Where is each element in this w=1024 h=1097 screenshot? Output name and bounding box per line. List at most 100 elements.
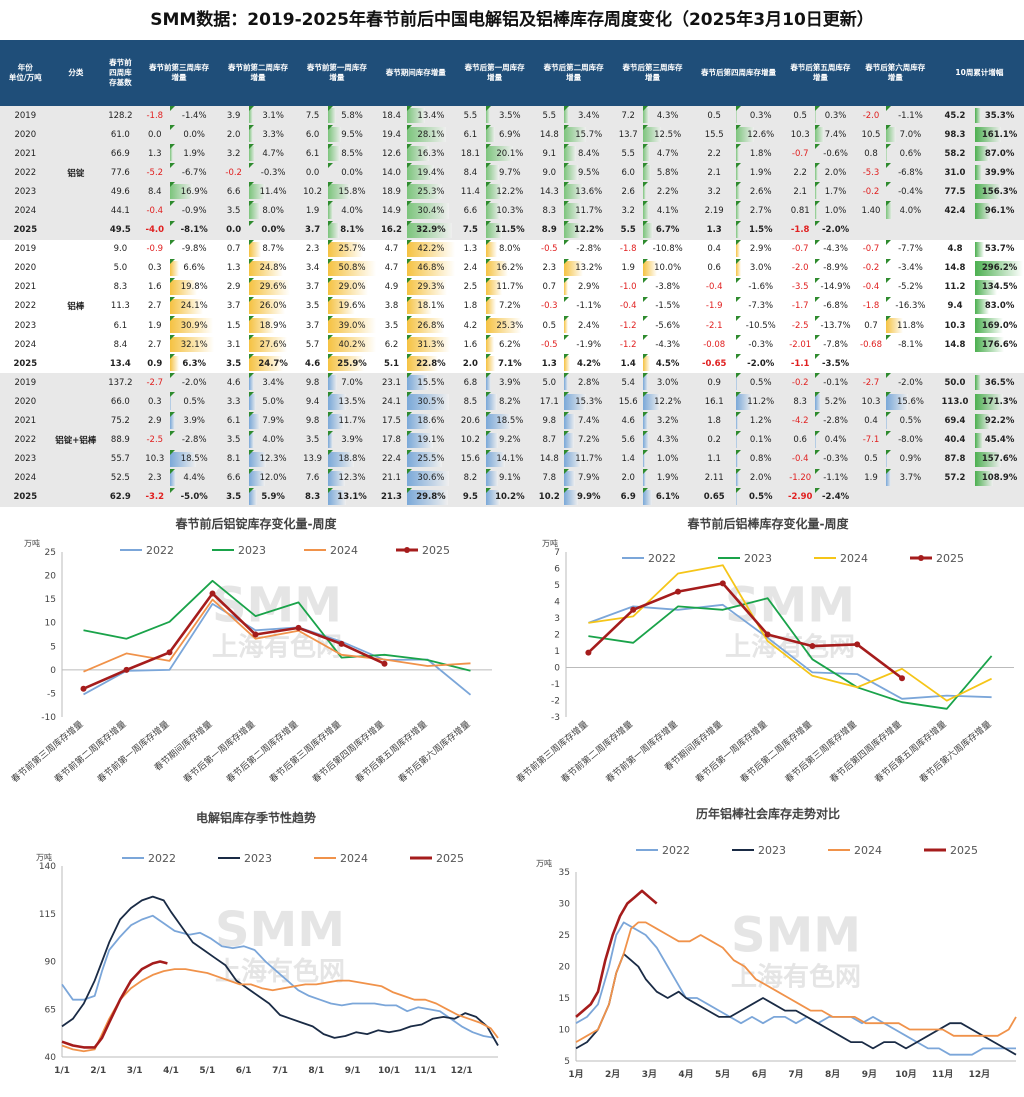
table-cell: -3.2	[139, 487, 170, 507]
table-cell: -2.5	[139, 430, 170, 450]
pct-cell: 1.9%	[643, 468, 692, 488]
flag-marker	[564, 373, 570, 379]
flag-marker	[169, 201, 175, 207]
table-cell: 9.4	[297, 392, 328, 412]
flag-marker	[815, 296, 821, 302]
pct-cell	[886, 487, 935, 507]
table-cell: 14.0	[376, 163, 407, 183]
table-cell: 0.5	[785, 106, 816, 126]
data-point	[166, 649, 173, 656]
table-cell: 6.6	[218, 182, 249, 202]
pct-cell: 4.4%	[169, 468, 219, 488]
table-cell: 31.0	[934, 163, 976, 183]
x-tick-label: 春节前第一周库存增量	[603, 718, 680, 785]
cum-pct-cell: 176.6%	[975, 335, 1024, 355]
chart-aluminum-seasonal: 电解铝库存季节性趋势 SMM 上海有色网 万吨 40 65 90 115 140 1/1 2/1 3/…	[0, 800, 512, 1097]
pct-cell: 0.0%	[248, 220, 298, 240]
flag-marker	[643, 258, 649, 264]
pct-cell: 18.6%	[406, 411, 456, 431]
pct-bar	[643, 489, 652, 505]
table-cell: -1.8	[613, 239, 644, 259]
flag-marker	[643, 277, 649, 283]
pct-label: 13.5%	[338, 396, 366, 407]
watermark-sub: 上海有色网	[725, 631, 855, 662]
flag-marker	[485, 392, 491, 398]
pct-cell: 19.4%	[406, 163, 456, 183]
flag-marker	[815, 277, 821, 283]
data-point	[381, 660, 388, 667]
pct-label: 16.3%	[417, 148, 445, 159]
flag-marker	[248, 144, 254, 150]
pct-cell: 7.0%	[327, 373, 377, 393]
x-tick-label: 2月	[605, 1069, 620, 1080]
flag-marker	[886, 392, 892, 398]
table-cell: 2.3	[139, 468, 170, 488]
pct-label: 6.6%	[183, 263, 206, 274]
pct-bar	[169, 451, 196, 467]
table-cell: 5.5	[613, 220, 644, 240]
pct-cell: 28.1%	[406, 125, 456, 145]
pct-cell: 1.0%	[815, 201, 856, 221]
pct-bar	[406, 337, 451, 353]
pct-bar	[248, 394, 256, 410]
pct-label: 9.1%	[499, 473, 521, 484]
flag-marker	[327, 106, 333, 111]
flag-marker	[736, 258, 742, 264]
pct-bar	[169, 146, 173, 162]
pct-bar	[564, 279, 569, 295]
flag-marker	[886, 144, 892, 150]
pct-bar	[564, 222, 582, 238]
pct-cell: 5.8%	[643, 163, 692, 183]
cum-pct-label: 96.1%	[984, 206, 1015, 217]
y-tick-label: 20	[45, 572, 57, 582]
flag-marker	[248, 392, 254, 398]
pct-cell: 16.9%	[169, 182, 219, 202]
pct-label: 27.6%	[259, 339, 287, 350]
table-cell: 8.1	[218, 449, 249, 469]
cum-bar	[975, 413, 991, 429]
y-tick-label: 25	[45, 548, 56, 558]
table-cell: -0.4	[613, 296, 644, 317]
flag-marker	[327, 258, 333, 264]
series-line	[575, 921, 1017, 1043]
pct-cell: 0.5%	[886, 411, 935, 431]
x-tick-label: 春节前第二周库存增量	[52, 718, 129, 785]
y-tick-label: 20	[559, 963, 571, 973]
pct-bar	[485, 165, 500, 181]
pct-cell: 11.2%	[736, 392, 786, 412]
pct-bar	[248, 260, 284, 276]
flag-marker	[736, 239, 742, 245]
table-cell: 66.9	[101, 144, 140, 164]
x-tick-label: 春节后第三周库存增量	[267, 718, 344, 785]
table-cell: -1.1	[785, 354, 816, 374]
y-tick-label: 10	[45, 619, 57, 629]
pct-cell: 0.8%	[736, 449, 786, 469]
data-point	[80, 685, 87, 692]
flag-marker	[815, 430, 821, 436]
flag-marker	[815, 182, 821, 188]
table-cell: 1.4	[613, 449, 644, 469]
table-cell: 6.0	[613, 163, 644, 183]
pct-cell: 2.0%	[736, 468, 786, 488]
pct-bar	[248, 203, 260, 219]
pct-cell: 26.0%	[248, 296, 298, 317]
flag-marker	[327, 335, 333, 341]
pct-cell: 0.5%	[736, 487, 786, 507]
pct-label: -7.3%	[748, 301, 774, 312]
pct-cell: 0.6%	[886, 144, 935, 164]
pct-cell	[886, 354, 935, 374]
pct-bar	[643, 356, 650, 372]
table-cell: 3.2	[613, 201, 644, 221]
x-tick-label: 8月	[825, 1069, 840, 1080]
pct-bar	[815, 127, 824, 143]
flag-marker	[169, 125, 175, 131]
table-cell: 2025	[0, 220, 51, 240]
table-cell: 2.4	[455, 258, 486, 278]
table-cell: 3.3	[218, 392, 249, 412]
pct-label: -6.8%	[823, 301, 848, 312]
flag-marker	[736, 125, 742, 131]
table-cell: 15.6	[455, 449, 486, 469]
pct-cell: 11.4%	[248, 182, 298, 202]
table-cell: 2021	[0, 277, 51, 297]
pct-bar	[485, 203, 500, 219]
